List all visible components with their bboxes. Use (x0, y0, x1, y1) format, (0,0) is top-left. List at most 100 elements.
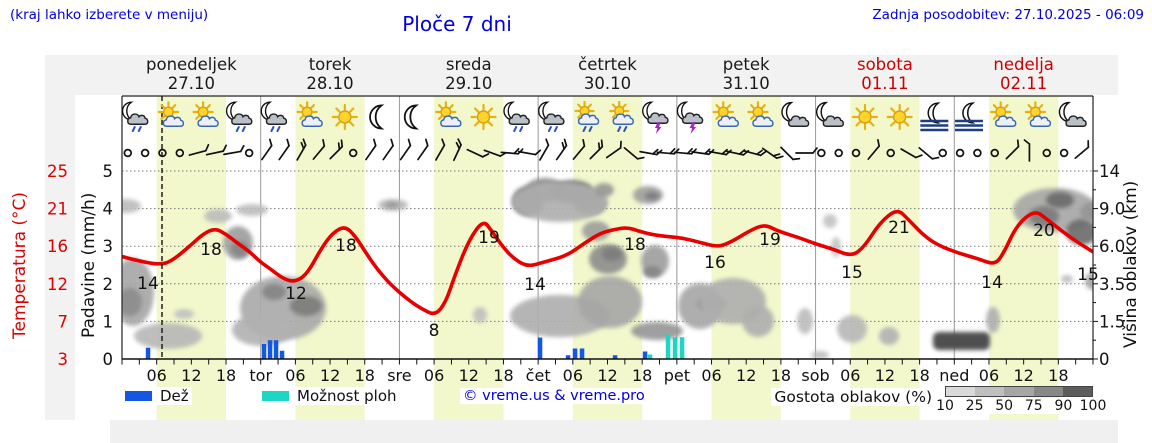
cloud-blob (742, 305, 774, 337)
wind-calm-icon (1042, 148, 1052, 158)
density-tick-label: 90 (1054, 398, 1073, 414)
cloud-blob (831, 237, 841, 257)
wind-calm-icon (973, 148, 982, 158)
x-day-label: sob (801, 366, 829, 385)
day-band (711, 96, 781, 420)
copyright-link[interactable]: © vreme.us & vreme.pro (460, 388, 648, 404)
temperature-tick-label: 3 (58, 350, 69, 369)
last-update-text: Zadnja posodobitev: 27.10.2025 - 06:09 (872, 7, 1144, 23)
rain-bar (267, 340, 273, 359)
cloud-blob (643, 266, 661, 278)
weather-icon-sun-cloud (192, 101, 219, 127)
cloud-blob (797, 308, 813, 334)
wind-barb-icon (780, 146, 801, 161)
temperature-value-label: 14 (137, 274, 159, 294)
wind-calm-icon (834, 148, 843, 158)
cloud-blob (262, 284, 286, 300)
precip-tick-label: 1 (103, 312, 114, 331)
weather-icon-moon (369, 104, 385, 130)
precip-tick-label: 4 (103, 200, 114, 219)
cloud-blob (512, 182, 608, 222)
temperature-value-label: 18 (624, 235, 646, 255)
temperature-curve (122, 209, 1093, 316)
x-hour-label: 06 (285, 366, 305, 385)
cloud-height-tick-label: 14 (1099, 162, 1120, 181)
wind-barb-icon (500, 147, 524, 155)
wind-barb-icon (329, 139, 344, 160)
weather-icon-sun-cloud (435, 101, 462, 127)
shower-bar (647, 354, 653, 359)
x-day-label: čet (526, 366, 551, 385)
wind-barb-icon (918, 147, 940, 160)
density-tick-label: 50 (995, 398, 1014, 414)
precip-tick-label: 5 (103, 162, 114, 181)
x-hour-label: 06 (840, 366, 860, 385)
x-hour-label: 12 (320, 366, 340, 385)
wind-calm-icon (990, 148, 999, 158)
temperature-value-label: 19 (478, 228, 500, 248)
rain-bar (579, 348, 585, 359)
wind-calm-icon (1059, 148, 1069, 158)
x-day-label: ned (939, 366, 969, 385)
location-hint: (kraj lahko izberete v meniju) (10, 7, 209, 23)
day-header-petek: petek 31.10 (722, 55, 770, 93)
density-segment (1004, 387, 1034, 396)
wind-barb-icon (188, 143, 210, 156)
rain-bar (572, 348, 578, 359)
weather-icon-moon-fog (955, 102, 984, 132)
weather-icon-sun (851, 103, 879, 131)
x-hour-label: 06 (979, 366, 999, 385)
wind-barb-icon (795, 147, 818, 154)
x-day-label: pet (664, 366, 690, 385)
weather-icon-moon-cloud-drizzle (538, 101, 565, 132)
wind-calm-icon (348, 148, 358, 158)
day-header-torek: torek 28.10 (306, 55, 354, 93)
x-hour-label: 12 (1013, 366, 1033, 385)
weather-icon-sun-cloud (296, 101, 323, 127)
wind-barb-icon (555, 138, 568, 161)
wind-barb-icon (517, 149, 542, 156)
cloud-height-tick-label: 3.5 (1099, 275, 1125, 294)
x-hour-label: 06 (563, 366, 583, 385)
cloud-blob (232, 314, 292, 346)
x-hour-label: 18 (1048, 366, 1068, 385)
rain-bar (612, 355, 618, 359)
cloud-blob (602, 247, 622, 261)
wind-barb-icon (1005, 139, 1020, 160)
cloud-blob (231, 241, 249, 257)
temperature-tick-label: 25 (47, 162, 68, 181)
day-band (850, 96, 920, 420)
cloud-density-label: Gostota oblakov (%) (771, 388, 935, 406)
x-hour-label: 18 (771, 366, 791, 385)
shower-legend-swatch (262, 391, 289, 401)
cloud-blob (837, 315, 867, 343)
wind-calm-icon (123, 148, 133, 158)
cloud-blob (1046, 192, 1074, 208)
wind-barb-icon (623, 147, 645, 160)
cloud-blob (578, 276, 642, 328)
wind-barb-icon (261, 138, 273, 161)
temperature-tick-label: 21 (47, 200, 68, 219)
x-hour-label: 18 (909, 366, 929, 385)
weather-icon-sun-cloud (1024, 101, 1052, 127)
x-hour-label: 12 (597, 366, 617, 385)
cloud-height-tick-label: 1.5 (1099, 312, 1125, 331)
weather-icon-sun (470, 103, 497, 131)
rain-bar (565, 355, 571, 359)
temperature-value-label: 15 (841, 263, 863, 283)
wind-barb-icon (466, 148, 490, 158)
rain-bar (273, 340, 279, 359)
density-tick-label: 25 (965, 398, 984, 414)
cloud-blob (823, 214, 837, 228)
weather-icon-moon-fog (920, 102, 949, 132)
cloud-blob (290, 296, 322, 316)
weather-icon-sun-cloud (712, 101, 739, 127)
wind-barb-icon (452, 138, 462, 162)
temperature-value-label: 18 (200, 240, 222, 260)
x-hour-label: 12 (181, 366, 201, 385)
rain-bar (642, 351, 648, 359)
legend-row: Dež Možnost ploh © vreme.us & vreme.pro … (0, 386, 1152, 416)
weather-icon-moon (403, 104, 420, 130)
temperature-value-label: 14 (981, 273, 1003, 293)
